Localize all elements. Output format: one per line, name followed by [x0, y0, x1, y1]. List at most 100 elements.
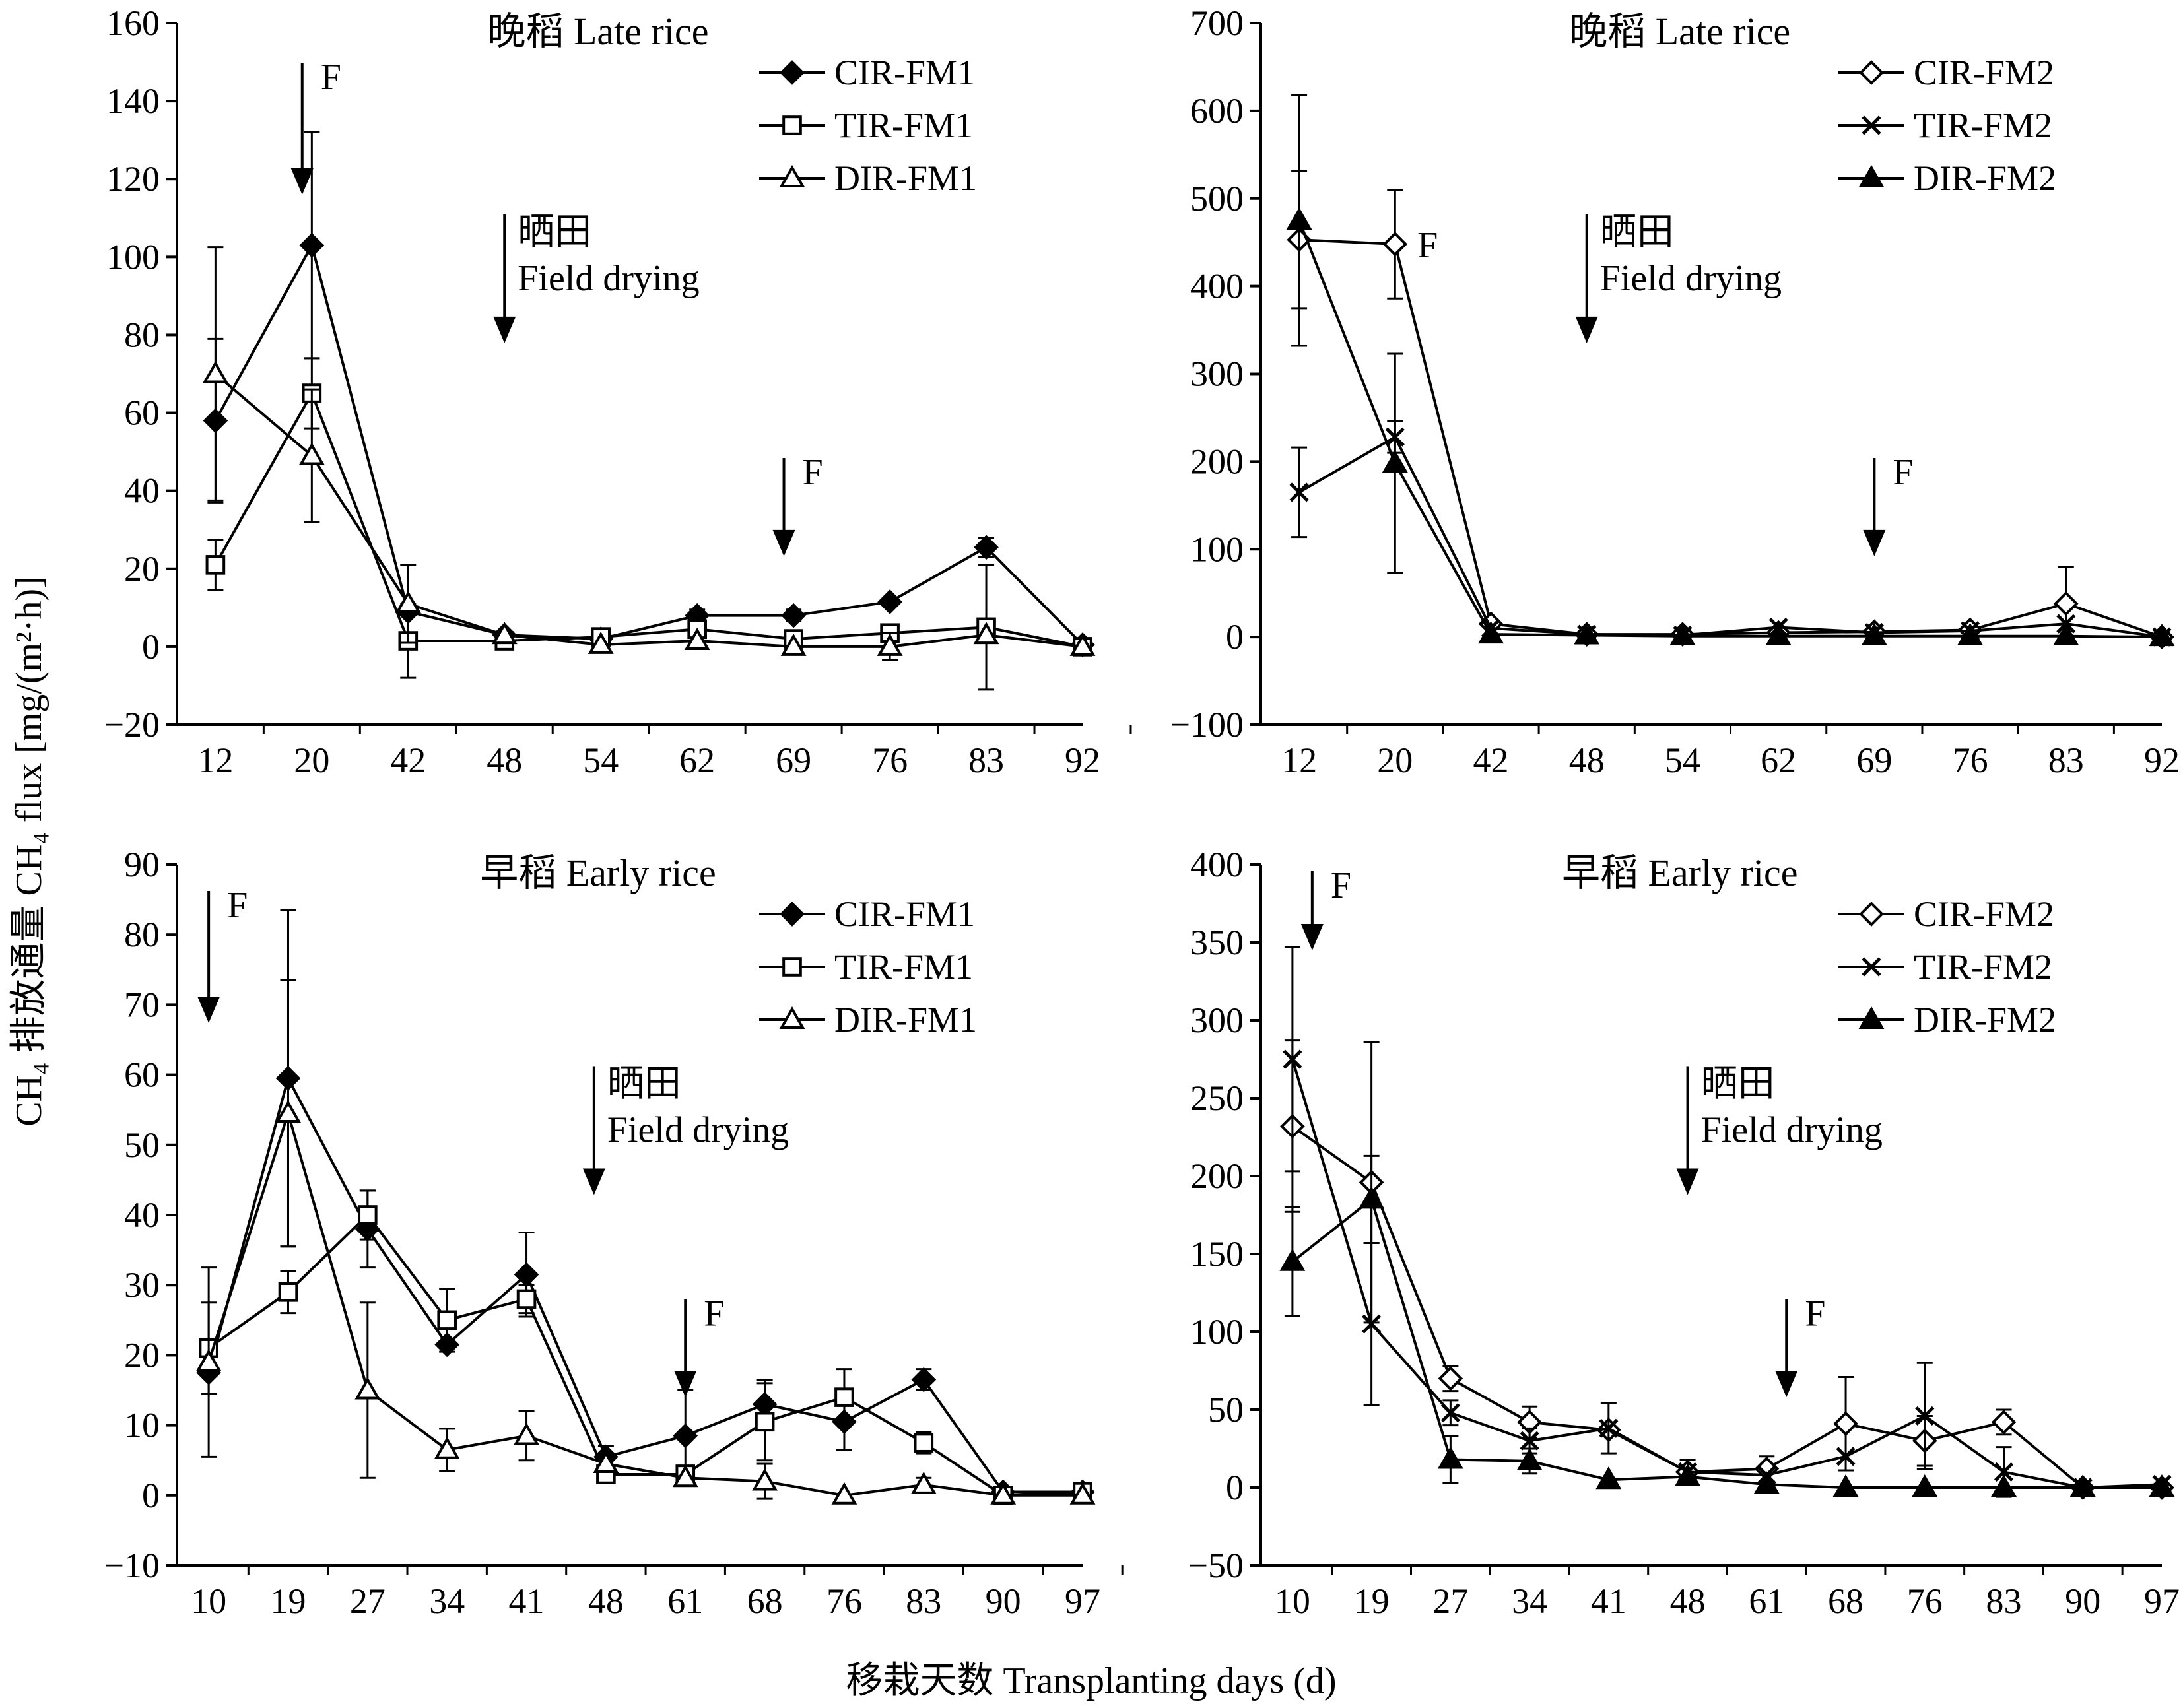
y-tick-label: 350	[1190, 923, 1244, 962]
series-CIR-FM1	[203, 131, 1095, 657]
annotation-label: F	[321, 57, 341, 98]
y-tick-label: 100	[106, 237, 160, 277]
annotation-arrow-head	[1676, 1168, 1699, 1195]
data-point	[877, 589, 902, 614]
annotation-label: F	[803, 452, 823, 493]
data-point	[684, 627, 710, 651]
annotation-label: F	[704, 1293, 724, 1334]
annotation-arrow-head	[493, 316, 516, 343]
data-point	[205, 555, 226, 575]
x-tick-label: 69	[776, 740, 811, 780]
annotation-label: Field drying	[607, 1109, 789, 1150]
data-point	[1437, 1446, 1463, 1469]
data-point	[1286, 207, 1312, 230]
y-tick-label: 250	[1190, 1078, 1244, 1118]
y-tick-label: 0	[142, 1476, 160, 1515]
series-CIR-FM1	[196, 909, 1095, 1505]
panel-title: 晚稻 Late rice	[1569, 10, 1790, 53]
x-tick-label: 10	[191, 1581, 226, 1621]
data-point	[1279, 1248, 1306, 1271]
legend-label: TIR-FM2	[1914, 947, 2052, 987]
x-tick-label: 54	[583, 740, 619, 780]
y-tick-label: 120	[106, 159, 160, 199]
x-tick-label: 83	[2048, 740, 2084, 780]
data-point	[1836, 1447, 1856, 1466]
y-tick-label: −100	[1170, 705, 1244, 744]
x-tick-label: 48	[1569, 740, 1605, 780]
data-point	[780, 633, 807, 656]
x-tick-label: 12	[1281, 740, 1317, 780]
y-tick-label: 50	[1208, 1390, 1244, 1429]
annotation-arrow-head	[290, 168, 314, 195]
annotation-arrow-head	[1575, 316, 1598, 343]
y-tick-label: 140	[106, 81, 160, 121]
x-tick-label: 68	[1828, 1581, 1864, 1621]
data-point	[278, 1282, 298, 1302]
data-point	[514, 1422, 539, 1445]
y-tick-label: 70	[124, 985, 160, 1024]
y-tick-label: 400	[1190, 267, 1244, 306]
y-tick-label: 80	[124, 315, 160, 354]
series-line	[1291, 1197, 2162, 1489]
x-tick-label: 83	[1986, 1581, 2022, 1621]
annotation-label: 晒田	[1600, 212, 1674, 253]
data-point	[1283, 1049, 1302, 1069]
legend-label: CIR-FM1	[834, 894, 975, 934]
x-tick-label: 41	[1591, 1581, 1627, 1621]
legend-marker	[1858, 1006, 1885, 1029]
data-point	[990, 1482, 1017, 1505]
series-TIR-FM2	[1283, 946, 2172, 1498]
x-tick-label: 12	[197, 740, 233, 780]
annotation-label: F	[1805, 1293, 1825, 1334]
series-line	[1298, 220, 2163, 639]
data-point	[593, 1450, 619, 1474]
data-point	[298, 442, 325, 465]
x-tick-label: 69	[1856, 740, 1892, 780]
series-DIR-FM2	[1286, 94, 2175, 647]
legend-marker	[1862, 957, 1881, 977]
data-point	[752, 1468, 778, 1491]
series-line	[1298, 435, 2163, 639]
data-point	[755, 1412, 775, 1432]
y-tick-label: −50	[1188, 1546, 1244, 1585]
x-tick-label: 27	[1432, 1581, 1468, 1621]
legend-marker	[779, 164, 805, 187]
annotation-label: 晒田	[607, 1063, 681, 1104]
annotation-label: Field drying	[518, 258, 699, 299]
data-point	[1675, 1463, 1701, 1486]
panel-title: 早稻 Early rice	[1562, 851, 1798, 894]
data-point	[973, 622, 999, 645]
x-tick-label: 42	[1473, 740, 1509, 780]
legend-marker	[1858, 164, 1885, 187]
annotation-arrow-head	[197, 997, 220, 1023]
panel-late-rice-fm1: −20 0 20 40 60 80 100 120 140 160 12 20 42 48 54 62 69 76…	[104, 3, 1132, 780]
data-point	[395, 590, 421, 613]
legend-label: TIR-FM1	[834, 947, 973, 987]
y-tick-label: 100	[1190, 529, 1244, 569]
legend-label: DIR-FM2	[1914, 1000, 2056, 1039]
data-point	[358, 1205, 378, 1225]
y-tick-label: 600	[1190, 91, 1244, 131]
data-point	[672, 1464, 698, 1488]
data-point	[1438, 1365, 1463, 1391]
y-tick-label: 40	[124, 471, 160, 511]
x-tick-label: 20	[294, 740, 329, 780]
series-line	[207, 1074, 1083, 1494]
annotation-arrow-head	[1775, 1371, 1798, 1398]
data-point	[834, 1387, 854, 1407]
x-tick-label: 76	[1953, 740, 1988, 780]
legend-label: DIR-FM1	[834, 158, 977, 198]
legend-label: TIR-FM1	[834, 106, 973, 145]
series-line	[214, 390, 1083, 648]
series-DIR-FM1	[202, 246, 1096, 662]
data-point	[275, 1100, 301, 1123]
data-point	[1991, 1474, 2017, 1497]
y-tick-label: 500	[1190, 179, 1244, 218]
data-point	[1915, 1406, 1935, 1426]
series-line	[1291, 1125, 2162, 1489]
annotation-label: 晒田	[1701, 1063, 1775, 1104]
y-tick-label: 200	[1190, 1156, 1244, 1196]
y-tick-label: −20	[104, 705, 160, 744]
legend-marker	[782, 115, 802, 135]
x-tick-label: 61	[1749, 1581, 1784, 1621]
